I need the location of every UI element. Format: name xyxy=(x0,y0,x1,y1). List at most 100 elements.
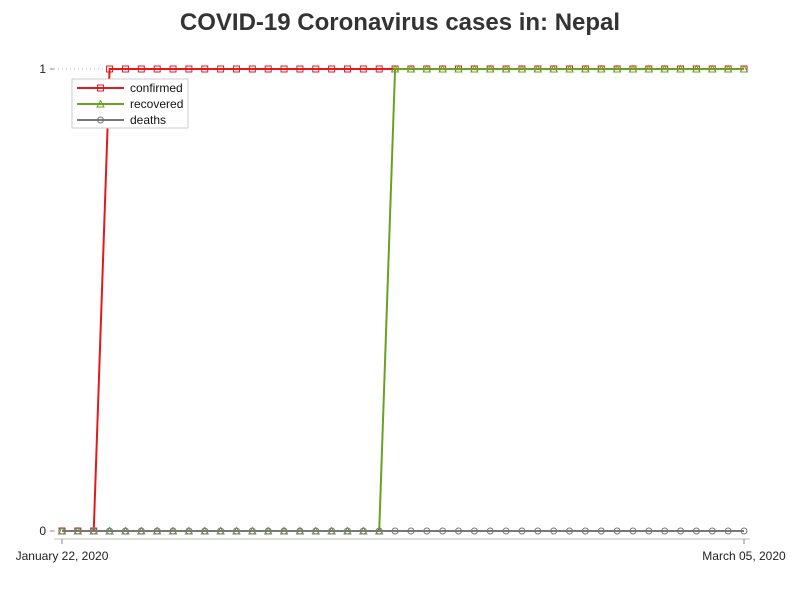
data-point xyxy=(422,64,432,73)
data-point xyxy=(533,64,543,73)
data-point xyxy=(390,64,400,73)
data-point xyxy=(74,527,82,535)
data-point xyxy=(438,64,447,73)
data-point xyxy=(169,65,177,73)
series-recovered xyxy=(57,64,749,535)
data-point xyxy=(343,65,351,73)
data-point xyxy=(724,527,732,535)
data-point xyxy=(264,527,272,535)
data-point xyxy=(217,527,225,535)
data-point xyxy=(169,527,177,535)
data-point xyxy=(597,527,605,535)
data-point xyxy=(137,527,145,535)
data-point xyxy=(90,527,98,535)
data-point xyxy=(596,64,606,73)
data-point xyxy=(740,527,748,535)
data-point xyxy=(391,527,399,535)
data-point xyxy=(502,527,510,535)
data-point xyxy=(628,64,638,73)
data-point xyxy=(470,527,478,535)
series-deaths xyxy=(58,527,748,535)
series-layer xyxy=(57,64,749,535)
data-point xyxy=(644,64,654,73)
data-point xyxy=(723,64,733,73)
series-line xyxy=(62,68,744,532)
data-point xyxy=(328,527,336,535)
data-point xyxy=(359,527,367,535)
data-point xyxy=(248,527,256,535)
data-point xyxy=(264,65,272,73)
data-point xyxy=(613,527,621,535)
data-point xyxy=(232,65,240,73)
data-point xyxy=(692,64,701,73)
data-point xyxy=(660,64,670,73)
data-point xyxy=(328,65,336,73)
data-point xyxy=(454,64,463,73)
data-point xyxy=(645,527,653,535)
data-point xyxy=(343,527,351,535)
data-point xyxy=(153,65,161,73)
series-confirmed xyxy=(58,65,748,535)
data-point xyxy=(58,527,66,535)
data-point xyxy=(97,84,104,92)
data-point xyxy=(97,116,104,124)
data-point xyxy=(549,64,559,73)
y-tick-label: 1 xyxy=(39,62,46,76)
data-point xyxy=(486,527,494,535)
legend-label: deaths xyxy=(130,113,166,127)
data-point xyxy=(534,527,542,535)
series-line xyxy=(62,68,744,532)
data-point xyxy=(485,64,495,73)
data-point xyxy=(517,64,527,73)
legend-label: recovered xyxy=(130,97,183,111)
data-point xyxy=(677,527,685,535)
data-point xyxy=(280,65,288,73)
data-point xyxy=(232,527,240,535)
data-point xyxy=(296,65,304,73)
data-point xyxy=(501,64,511,73)
chart-title: COVID-19 Coronavirus cases in: Nepal xyxy=(179,9,621,36)
data-point xyxy=(406,64,416,73)
data-point xyxy=(248,65,256,73)
data-point xyxy=(550,527,558,535)
legend-label: confirmed xyxy=(130,81,183,95)
data-point xyxy=(629,527,637,535)
data-point xyxy=(106,527,114,535)
data-point xyxy=(612,64,622,73)
data-point xyxy=(708,527,716,535)
data-point xyxy=(455,527,463,535)
data-point xyxy=(407,527,415,535)
data-point xyxy=(312,65,320,73)
legend-item-confirmed: confirmed xyxy=(77,81,183,95)
data-point xyxy=(707,64,717,73)
data-point xyxy=(201,527,209,535)
chart-legend: confirmed recovered deaths xyxy=(71,78,189,129)
data-point xyxy=(201,65,209,73)
legend-item-deaths: deaths xyxy=(77,113,166,127)
y-tick-label: 0 xyxy=(39,524,46,538)
x-tick-label: January 22, 2020 xyxy=(16,549,109,563)
data-point xyxy=(439,527,447,535)
data-point xyxy=(518,527,526,535)
data-point xyxy=(312,527,320,535)
data-point xyxy=(280,527,288,535)
data-point xyxy=(739,64,749,73)
data-point xyxy=(185,65,193,73)
chart-axes: 0 1 January 22, 2020 March 05, 2020 xyxy=(16,62,786,563)
data-point xyxy=(121,65,129,73)
data-point xyxy=(470,64,479,73)
data-point xyxy=(96,99,105,108)
data-point xyxy=(106,65,114,73)
data-point xyxy=(692,527,700,535)
data-point xyxy=(581,527,589,535)
x-tick-label: March 05, 2020 xyxy=(702,549,786,563)
data-point xyxy=(375,65,383,73)
data-point xyxy=(359,65,367,73)
data-point xyxy=(661,527,669,535)
data-point xyxy=(581,64,590,73)
data-point xyxy=(375,527,383,535)
data-point xyxy=(676,64,685,73)
data-point xyxy=(121,527,129,535)
legend-item-recovered: recovered xyxy=(77,97,183,111)
